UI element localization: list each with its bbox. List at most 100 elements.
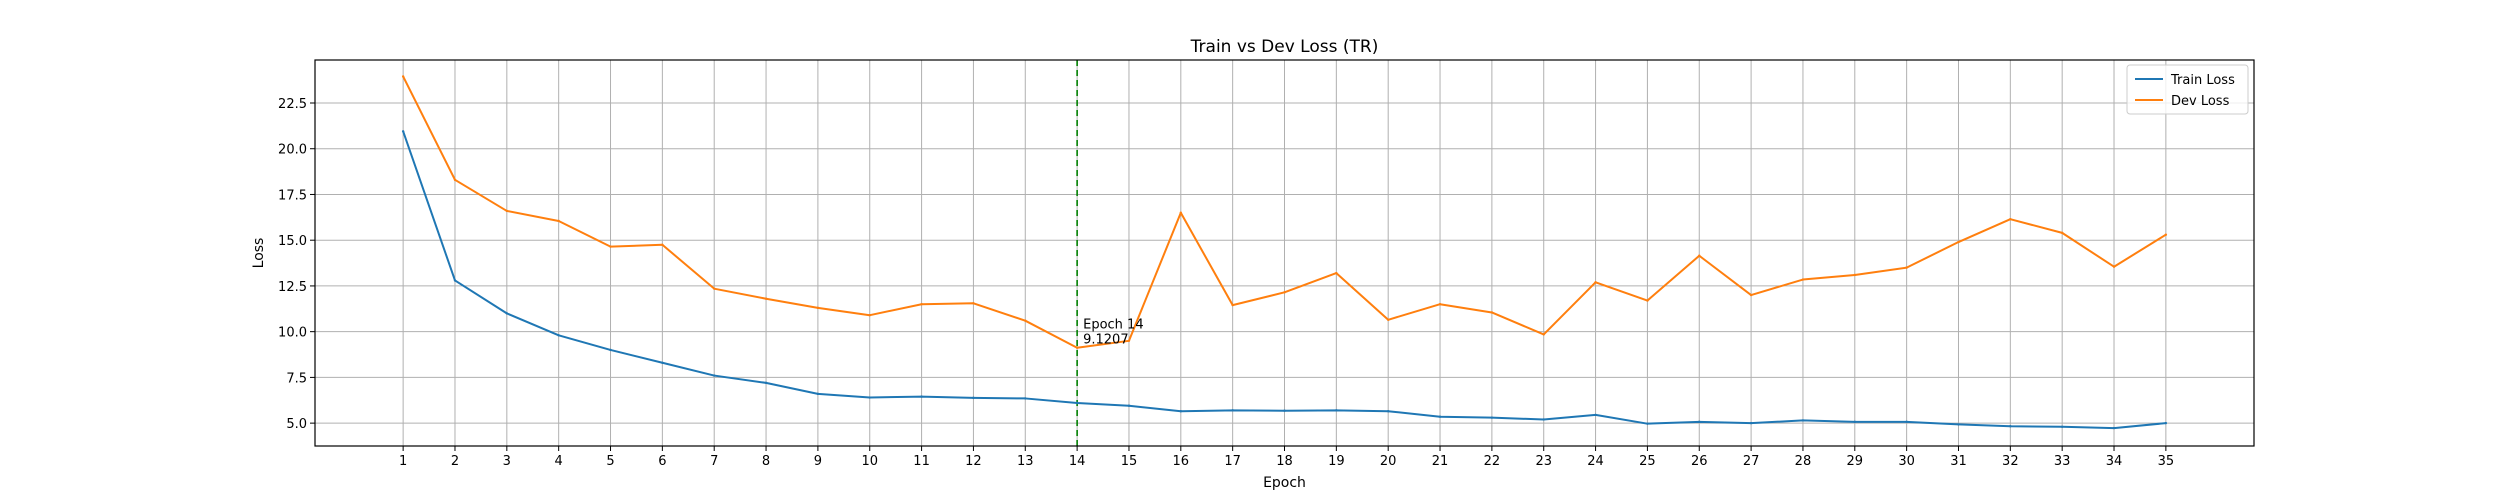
data-point-dev-loss [1490, 311, 1494, 314]
x-tick-label: 9 [814, 454, 822, 469]
data-point-train-loss [453, 279, 457, 282]
x-tick-label: 1 [399, 454, 407, 469]
x-axis-ticks: 1 2 3 4 5 6 7 8 9 10 11 12 13 14 15 16 17 18 19 20 21 22 23 24 2… [399, 446, 2174, 469]
data-point-dev-loss [1179, 211, 1183, 214]
data-point-train-loss [1594, 413, 1597, 417]
data-point-train-loss [1957, 423, 1960, 426]
data-point-dev-loss [868, 313, 871, 317]
data-point-train-loss [868, 396, 871, 399]
x-tick-label: 13 [1017, 454, 1034, 469]
x-tick-label: 11 [913, 454, 930, 469]
legend-label-dev-loss: Dev Loss [2171, 94, 2230, 109]
data-point-dev-loss [1075, 346, 1079, 349]
data-point-train-loss [2164, 421, 2168, 425]
y-axis-ticks: 5.0 7.5 10.0 12.5 15.0 17.5 20.0 22.5 [278, 97, 315, 432]
x-tick-label: 15 [1121, 454, 1138, 469]
x-tick-label: 34 [2106, 454, 2123, 469]
x-tick-label: 6 [658, 454, 666, 469]
data-point-dev-loss [816, 306, 820, 310]
x-tick-label: 7 [710, 454, 718, 469]
data-point-train-loss [401, 130, 405, 133]
y-tick-label: 5.0 [286, 417, 307, 432]
x-tick-label: 30 [1898, 454, 1915, 469]
x-tick-label: 33 [2054, 454, 2071, 469]
data-point-dev-loss [1542, 333, 1545, 336]
data-point-dev-loss [1957, 240, 1960, 244]
data-point-train-loss [1853, 420, 1856, 424]
y-axis-title: Loss [251, 238, 267, 269]
data-point-dev-loss [1231, 303, 1234, 307]
x-tick-label: 12 [965, 454, 982, 469]
data-point-train-loss [1646, 422, 1649, 425]
data-point-train-loss [816, 392, 820, 396]
data-point-dev-loss [972, 302, 975, 305]
data-point-train-loss [1905, 420, 1908, 424]
x-tick-label: 4 [555, 454, 563, 469]
data-point-train-loss [713, 374, 716, 377]
y-tick-label: 22.5 [278, 97, 307, 112]
y-tick-label: 7.5 [286, 371, 307, 386]
data-point-train-loss [1749, 421, 1753, 425]
legend-box [2126, 64, 2249, 115]
x-tick-label: 29 [1847, 454, 1864, 469]
grid [315, 60, 2254, 446]
x-tick-label: 18 [1276, 454, 1293, 469]
y-tick-label: 17.5 [278, 188, 307, 203]
x-tick-label: 25 [1639, 454, 1656, 469]
data-point-dev-loss [1698, 254, 1701, 257]
x-tick-label: 24 [1587, 454, 1604, 469]
data-point-dev-loss [1438, 303, 1442, 306]
x-tick-label: 21 [1432, 454, 1449, 469]
data-point-dev-loss [2112, 265, 2116, 268]
data-point-dev-loss [453, 178, 457, 182]
data-point-dev-loss [401, 75, 405, 78]
data-point-dev-loss [1749, 293, 1753, 297]
data-point-train-loss [1283, 409, 1286, 412]
y-tick-label: 20.0 [278, 143, 307, 158]
x-tick-label: 20 [1380, 454, 1397, 469]
data-point-train-loss [2112, 426, 2116, 430]
x-tick-label: 14 [1069, 454, 1086, 469]
data-point-dev-loss [1024, 319, 1027, 322]
data-point-train-loss [1127, 404, 1131, 407]
x-tick-label: 35 [2158, 454, 2175, 469]
data-point-train-loss [1024, 397, 1027, 400]
data-point-train-loss [505, 312, 509, 315]
x-tick-label: 22 [1484, 454, 1501, 469]
data-point-train-loss [1542, 418, 1545, 421]
data-point-train-loss [1179, 410, 1183, 413]
data-point-dev-loss [1594, 281, 1597, 284]
data-point-train-loss [1335, 409, 1338, 412]
data-point-dev-loss [1801, 278, 1805, 281]
data-point-train-loss [2060, 425, 2064, 428]
chart-title: Train vs Dev Loss (TR) [1190, 37, 1379, 57]
x-tick-label: 32 [2002, 454, 2019, 469]
data-point-train-loss [2009, 425, 2012, 428]
y-tick-label: 12.5 [278, 280, 307, 295]
data-point-dev-loss [2009, 217, 2012, 221]
legend: Train Loss Dev Loss [2126, 64, 2249, 115]
data-point-dev-loss [2060, 231, 2064, 235]
data-point-train-loss [1231, 409, 1234, 412]
y-tick-label: 10.0 [278, 326, 307, 341]
series-lines [401, 75, 2168, 430]
data-point-dev-loss [1283, 291, 1286, 294]
data-point-dev-loss [557, 219, 560, 223]
data-point-dev-loss [505, 209, 509, 213]
data-point-train-loss [1801, 419, 1805, 422]
data-point-dev-loss [713, 287, 716, 290]
data-point-dev-loss [764, 297, 768, 300]
data-point-dev-loss [920, 303, 923, 306]
x-axis-title: Epoch [1263, 475, 1306, 491]
x-tick-label: 3 [503, 454, 511, 469]
data-point-dev-loss [1127, 339, 1131, 343]
data-point-train-loss [1698, 420, 1701, 424]
x-tick-label: 19 [1328, 454, 1345, 469]
data-point-train-loss [1438, 415, 1442, 418]
x-tick-label: 5 [606, 454, 614, 469]
x-tick-label: 2 [451, 454, 459, 469]
data-point-train-loss [1490, 416, 1494, 419]
data-point-train-loss [661, 361, 664, 364]
